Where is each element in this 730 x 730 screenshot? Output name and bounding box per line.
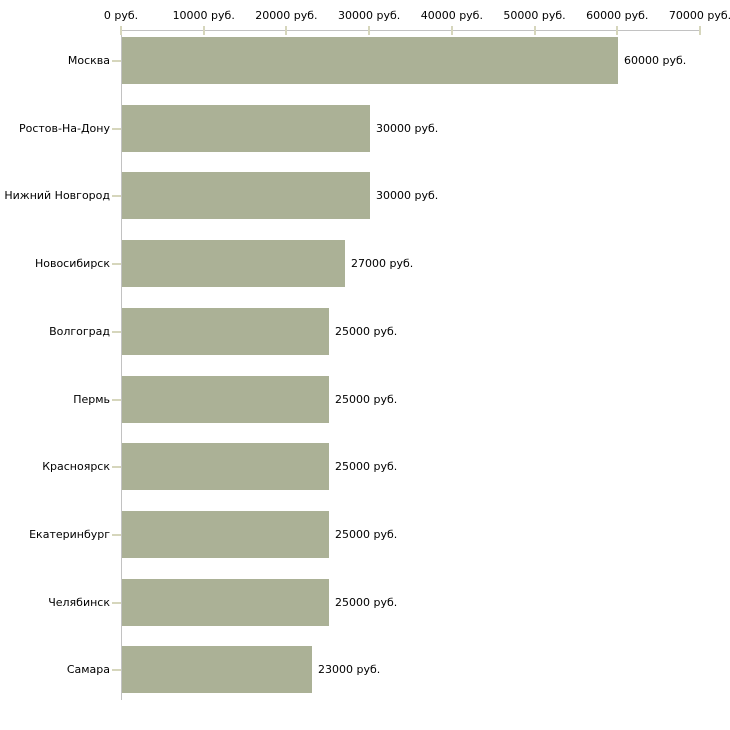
bar	[122, 37, 618, 84]
y-axis-tick-mark	[112, 331, 121, 333]
bar	[122, 579, 329, 626]
bar	[122, 376, 329, 423]
x-axis-tick-mark	[450, 26, 453, 35]
y-axis-tick-mark	[112, 195, 121, 197]
x-axis-tick-mark	[368, 26, 371, 35]
category-label: Москва	[67, 54, 110, 67]
value-label: 25000 руб.	[335, 528, 398, 541]
y-axis-line	[121, 30, 122, 700]
x-axis-tick-mark	[202, 26, 205, 35]
category-label: Волгоград	[49, 325, 110, 338]
x-axis-tick-label: 20000 руб.	[255, 9, 318, 22]
category-label: Челябинск	[48, 596, 110, 609]
x-axis-tick-label: 40000 руб.	[420, 9, 483, 22]
bar	[122, 105, 370, 152]
y-axis-tick-mark	[112, 60, 121, 62]
value-label: 60000 руб.	[624, 54, 687, 67]
bar	[122, 308, 329, 355]
x-axis-tick-label: 0 руб.	[103, 9, 139, 22]
x-axis-tick-mark	[285, 26, 288, 35]
category-label: Красноярск	[42, 460, 110, 473]
category-label: Самара	[66, 663, 110, 676]
x-axis-tick-label: 10000 руб.	[172, 9, 235, 22]
x-axis-tick-mark	[699, 26, 701, 35]
y-axis-tick-mark	[112, 534, 121, 536]
category-label: Ростов-На-Дону	[18, 122, 110, 135]
value-label: 23000 руб.	[318, 663, 381, 676]
x-axis-line	[121, 30, 701, 31]
x-axis-tick-label: 60000 руб.	[586, 9, 649, 22]
category-label: Екатеринбург	[29, 528, 110, 541]
value-label: 30000 руб.	[376, 122, 439, 135]
x-axis-tick-label: 30000 руб.	[338, 9, 401, 22]
y-axis-tick-mark	[112, 669, 121, 671]
category-label: Нижний Новгород	[4, 189, 110, 202]
value-label: 25000 руб.	[335, 596, 398, 609]
bar	[122, 511, 329, 558]
x-axis-tick-mark	[533, 26, 536, 35]
category-label: Пермь	[73, 393, 110, 406]
bar	[122, 172, 370, 219]
bar	[122, 646, 312, 693]
x-axis-tick-label: 70000 руб.	[668, 9, 730, 22]
value-label: 25000 руб.	[335, 460, 398, 473]
value-label: 25000 руб.	[335, 393, 398, 406]
y-axis-tick-mark	[112, 128, 121, 130]
x-axis-tick-mark	[616, 26, 619, 35]
x-axis-tick-label: 50000 руб.	[503, 9, 566, 22]
bar	[122, 443, 329, 490]
y-axis-tick-mark	[112, 466, 121, 468]
x-axis-tick-mark	[120, 26, 122, 35]
y-axis-tick-mark	[112, 399, 121, 401]
value-label: 25000 руб.	[335, 325, 398, 338]
bar	[122, 240, 345, 287]
category-label: Новосибирск	[34, 257, 110, 270]
value-label: 30000 руб.	[376, 189, 439, 202]
y-axis-tick-mark	[112, 602, 121, 604]
value-label: 27000 руб.	[351, 257, 414, 270]
y-axis-tick-mark	[112, 263, 121, 265]
